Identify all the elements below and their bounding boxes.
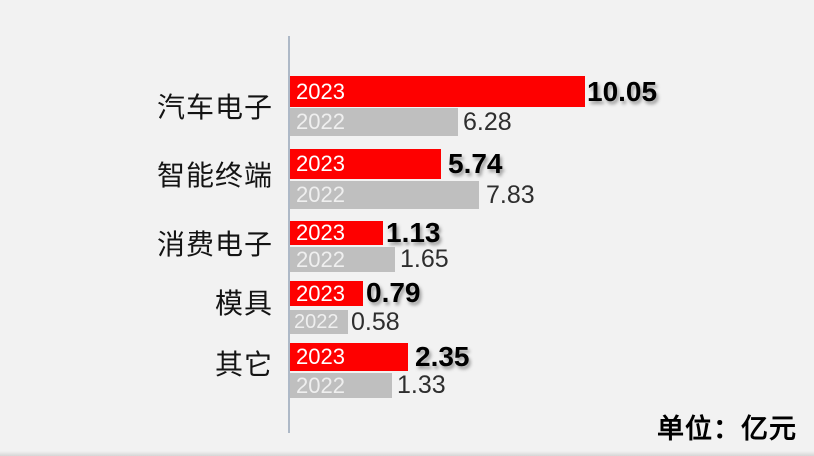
bar-year-label: 2023 xyxy=(296,344,345,369)
bar-year-label: 2023 xyxy=(296,221,345,245)
category-label: 消费电子 xyxy=(156,229,273,260)
value-label-2023: 0.79 xyxy=(366,277,421,308)
bar-2023: 2023 xyxy=(290,149,441,179)
bar-year-label: 2022 xyxy=(296,182,345,207)
category-label: 智能终端 xyxy=(156,160,273,191)
bar-year-label: 2023 xyxy=(296,151,345,176)
value-label-2022: 7.83 xyxy=(486,180,535,209)
bar-2023: 2023 xyxy=(290,221,383,245)
bar-year-label: 2023 xyxy=(296,78,345,104)
bar-2022: 2022 xyxy=(290,108,458,136)
bar-2022: 2022 xyxy=(290,247,395,272)
value-label-2022: 1.33 xyxy=(397,371,446,399)
bar-2023: 2023 xyxy=(290,343,408,371)
bar-2023: 2023 xyxy=(290,76,585,107)
value-label-2022: 6.28 xyxy=(463,107,512,136)
category-label: 模具 xyxy=(214,288,273,319)
bar-2022: 2022 xyxy=(290,181,479,209)
bar-year-label: 2022 xyxy=(296,109,345,134)
value-label-2023: 10.05 xyxy=(587,75,658,107)
value-label-2023: 5.74 xyxy=(448,148,503,179)
unit-label: 单位：亿元 xyxy=(657,414,797,444)
window-bottom-edge xyxy=(0,451,814,456)
bar-2023: 2023 xyxy=(290,281,363,306)
category-label: 汽车电子 xyxy=(156,92,273,123)
bar-2022: 2022 xyxy=(290,310,348,334)
bar-year-label: 2023 xyxy=(296,281,345,306)
bar-year-label: 2022 xyxy=(296,373,345,398)
value-label-2022: 0.58 xyxy=(351,307,400,336)
axis-baseline xyxy=(288,36,290,433)
bar-year-label: 2022 xyxy=(294,310,339,333)
bar-2022: 2022 xyxy=(290,373,392,398)
bar-year-label: 2022 xyxy=(296,247,345,272)
value-label-2023: 1.13 xyxy=(386,217,441,248)
value-label-2022: 1.65 xyxy=(400,245,449,273)
value-label-2023: 2.35 xyxy=(415,341,470,372)
category-label: 其它 xyxy=(214,349,273,380)
